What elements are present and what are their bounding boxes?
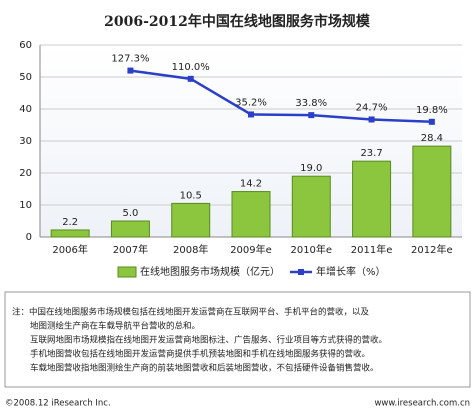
y-tick-label: 0 [26, 232, 32, 243]
line-label: 127.3% [111, 54, 149, 65]
y-tick-label: 50 [19, 72, 32, 83]
note: 地图测绘生产商在车载导航平台营收的总和。 [30, 321, 200, 332]
note: 手机地图营收包括在线地图开发运营商提供手机预装地图和手机在线地图服务获得的营收。 [30, 349, 370, 360]
note: 车载地图营收指地图测绘生产商的前装地图营收和后装地图营收，不包括硬件设备销售营收… [30, 363, 379, 374]
bar-label: 28.4 [421, 133, 443, 144]
bar [171, 202, 211, 238]
note: 互联网地图市场规模指在线地图开发运营商地图标注、广告服务、行业项目等方式获得的营… [30, 335, 387, 346]
footer-left: ©2008.12 iResearch Inc. [5, 399, 111, 409]
legend-swatch [117, 266, 137, 278]
legend-label: 年增长率（%） [316, 265, 386, 278]
bar [352, 160, 392, 238]
bar-label: 23.7 [360, 148, 382, 159]
x-tick-label: 2009年e [230, 243, 272, 256]
bar-label: 14.2 [240, 179, 262, 190]
line-marker [248, 111, 254, 118]
y-tick-label: 20 [19, 168, 32, 179]
bar-label: 10.5 [180, 190, 202, 201]
line-label: 19.8% [416, 105, 448, 116]
bar [231, 191, 271, 238]
bar-label: 19.0 [300, 163, 322, 174]
note: 注：中国在线地图服务市场规模包括在线地图开发运营商在互联网平台、手机平台的营收，… [12, 307, 370, 318]
line-marker [308, 112, 315, 119]
x-tick-label: 2010年e [290, 243, 332, 256]
bar [110, 220, 150, 238]
y-tick-label: 30 [19, 136, 32, 147]
line-marker [127, 67, 134, 74]
line-label: 24.7% [356, 102, 388, 113]
bar [291, 175, 331, 238]
chart-title: 2006-2012年中国在线地图服务市场规模 [104, 13, 371, 30]
footer-right: www.iresearch.com.cn [374, 399, 470, 409]
line [130, 69, 432, 124]
legend-marker [298, 269, 304, 275]
line-marker [368, 116, 375, 123]
y-tick-label: 40 [19, 104, 32, 115]
x-tick-label: 2011年e [351, 243, 393, 256]
y-tick-label: 10 [19, 200, 32, 211]
line-marker [428, 118, 435, 125]
bar-label: 5.0 [122, 208, 138, 219]
x-tick-label: 2012年e [411, 243, 453, 256]
x-tick-label: 2008年 [173, 243, 208, 256]
bar [412, 145, 452, 238]
x-tick-label: 2007年 [113, 243, 148, 256]
line-label: 33.8% [295, 98, 327, 109]
legend-label: 在线地图服务市场规模（亿元） [140, 265, 280, 278]
y-tick-label: 60 [19, 40, 32, 51]
notes-box [4, 291, 471, 388]
bar [50, 229, 90, 238]
bar-label: 2.2 [62, 217, 78, 228]
line-label: 110.0% [172, 62, 210, 73]
x-tick-label: 2006年 [52, 243, 87, 256]
line-marker [187, 75, 194, 82]
line-label: 35.2% [235, 97, 267, 108]
